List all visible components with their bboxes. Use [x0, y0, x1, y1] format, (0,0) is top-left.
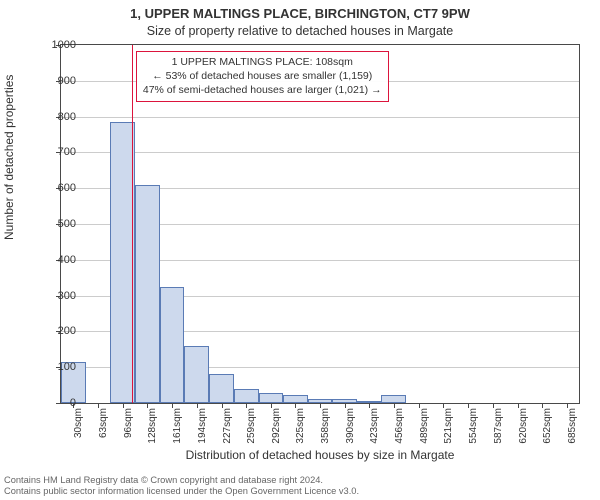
- xtick-label: 587sqm: [493, 408, 504, 458]
- histogram-bar: [209, 374, 234, 403]
- xtick-label: 63sqm: [98, 408, 109, 458]
- annotation-line1: 1 UPPER MALTINGS PLACE: 108sqm: [143, 55, 382, 69]
- xtick-label: 521sqm: [443, 408, 454, 458]
- xtick-label: 227sqm: [222, 408, 233, 458]
- xtick-label: 259sqm: [246, 408, 257, 458]
- annotation-box: 1 UPPER MALTINGS PLACE: 108sqm ← 53% of …: [136, 51, 389, 102]
- property-marker-line: [132, 45, 133, 403]
- gridline: [61, 152, 579, 153]
- xtick-label: 325sqm: [295, 408, 306, 458]
- ytick-label: 400: [36, 254, 76, 266]
- gridline: [61, 117, 579, 118]
- histogram-bar: [160, 287, 184, 403]
- plot-area: 1 UPPER MALTINGS PLACE: 108sqm ← 53% of …: [60, 44, 580, 404]
- chart-title: 1, UPPER MALTINGS PLACE, BIRCHINGTON, CT…: [0, 6, 600, 21]
- xtick-label: 96sqm: [123, 408, 134, 458]
- histogram-bar: [234, 389, 259, 403]
- ytick-label: 700: [36, 146, 76, 158]
- xtick-label: 128sqm: [147, 408, 158, 458]
- xtick-label: 456sqm: [394, 408, 405, 458]
- ytick-label: 300: [36, 290, 76, 302]
- xtick-label: 30sqm: [73, 408, 84, 458]
- ytick-label: 100: [36, 361, 76, 373]
- ytick-label: 500: [36, 218, 76, 230]
- histogram-bar: [135, 185, 160, 403]
- xtick-label: 489sqm: [419, 408, 430, 458]
- xtick-label: 194sqm: [197, 408, 208, 458]
- histogram-bar: [259, 393, 283, 403]
- xtick-label: 358sqm: [320, 408, 331, 458]
- ytick-label: 1000: [36, 39, 76, 51]
- annotation-line3: 47% of semi-detached houses are larger (…: [143, 83, 382, 97]
- annotation-line2: ← 53% of detached houses are smaller (1,…: [143, 69, 382, 83]
- xtick-label: 685sqm: [567, 408, 578, 458]
- xtick-label: 390sqm: [345, 408, 356, 458]
- chart-container: 1, UPPER MALTINGS PLACE, BIRCHINGTON, CT…: [0, 0, 600, 500]
- y-axis-label: Number of detached properties: [2, 75, 16, 240]
- histogram-bar: [283, 395, 308, 403]
- ytick-label: 200: [36, 325, 76, 337]
- xtick-label: 292sqm: [271, 408, 282, 458]
- histogram-bar: [381, 395, 406, 403]
- chart-subtitle: Size of property relative to detached ho…: [0, 24, 600, 38]
- ytick-label: 900: [36, 75, 76, 87]
- xtick-label: 161sqm: [172, 408, 183, 458]
- footer-line1: Contains HM Land Registry data © Crown c…: [4, 475, 359, 487]
- xtick-label: 423sqm: [369, 408, 380, 458]
- ytick-label: 0: [36, 397, 76, 409]
- footer-attribution: Contains HM Land Registry data © Crown c…: [4, 475, 359, 498]
- xtick-label: 620sqm: [518, 408, 529, 458]
- ytick-label: 800: [36, 111, 76, 123]
- xtick-label: 554sqm: [468, 408, 479, 458]
- footer-line2: Contains public sector information licen…: [4, 486, 359, 498]
- xtick-label: 652sqm: [542, 408, 553, 458]
- ytick-label: 600: [36, 182, 76, 194]
- histogram-bar: [184, 346, 209, 403]
